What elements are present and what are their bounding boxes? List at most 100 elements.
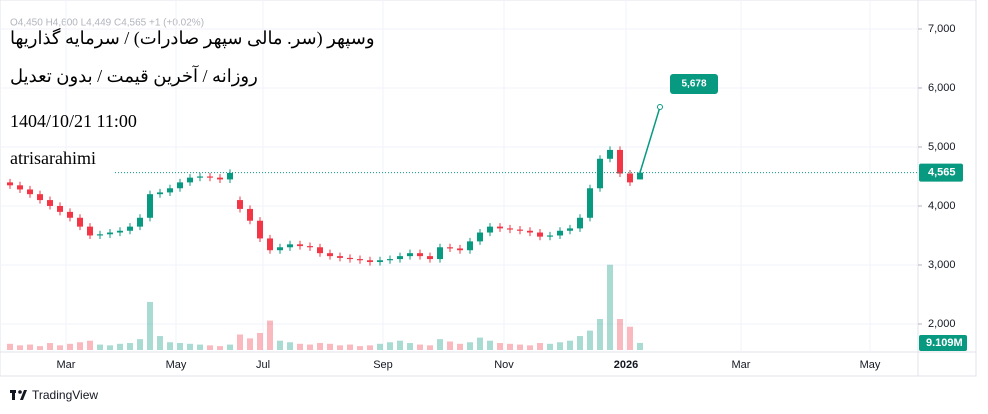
volume-bar (247, 338, 253, 350)
candle-body (557, 230, 563, 236)
candle-body (227, 172, 233, 180)
candle-body (97, 234, 103, 236)
candle-body (507, 228, 513, 230)
candle-body (277, 247, 283, 251)
candle-body (397, 256, 403, 260)
volume-bar (47, 343, 53, 350)
volume-bar (577, 336, 583, 350)
candle-body (527, 230, 533, 233)
volume-bar (227, 344, 233, 350)
volume-bar (207, 345, 213, 350)
x-tick-label: Mar (732, 359, 751, 371)
volume-bar (17, 345, 23, 350)
volume-bar (347, 344, 353, 350)
datetime: 1404/10/21 11:00 (10, 111, 137, 131)
chart-subtitle: روزانه / آخرین قیمت / بدون تعدیل (10, 66, 258, 86)
candle-body (387, 259, 393, 261)
chart-frame (0, 0, 977, 377)
volume-bar (167, 342, 173, 350)
candle-body (167, 188, 173, 193)
volume-bar (547, 343, 553, 350)
candle-body (617, 149, 623, 174)
x-tick-label: 2026 (614, 359, 638, 371)
volume-bar (637, 342, 643, 350)
volume-bar (507, 343, 513, 350)
x-tick-label: May (860, 359, 881, 371)
volume-bar (147, 301, 153, 350)
volume-bar (127, 343, 133, 350)
volume-bar (387, 342, 393, 350)
candle-body (357, 259, 363, 261)
candle-body (417, 253, 423, 257)
candle-body (457, 248, 463, 251)
volume-bar (307, 344, 313, 350)
candle-body (377, 260, 383, 263)
candle-body (607, 149, 613, 159)
candle-body (247, 208, 253, 221)
candle-body (407, 253, 413, 257)
volume-bar (77, 342, 83, 350)
y-tick-label: 7,000 (928, 23, 956, 35)
volume-bar (377, 343, 383, 350)
candle-body (197, 176, 203, 178)
volume-bar (557, 342, 563, 350)
volume-bar (407, 343, 413, 350)
volume-bar (337, 345, 343, 350)
candle-body (577, 217, 583, 229)
candle-body (427, 256, 433, 260)
volume-bar (597, 319, 603, 350)
forecast-line (639, 106, 661, 173)
candle-body (307, 246, 313, 248)
x-tick-label: May (166, 359, 187, 371)
candle-body (127, 226, 133, 231)
candle-body (117, 230, 123, 233)
x-tick-label: Nov (494, 359, 514, 371)
y-tick-label: 6,000 (928, 82, 956, 94)
candle-body (87, 226, 93, 236)
volume-bar (457, 343, 463, 350)
volume-bar (237, 334, 243, 350)
volume-bar (497, 343, 503, 350)
volume-bar (417, 344, 423, 350)
candle-body (27, 189, 33, 195)
candle-body (77, 217, 83, 227)
volume-bar (607, 264, 613, 350)
volume-bar (617, 319, 623, 350)
forecast-tag (670, 73, 718, 94)
volume-bar (397, 340, 403, 350)
volume-bar (67, 343, 73, 350)
candle-body (47, 200, 53, 206)
candle-body (257, 220, 263, 239)
volume-bar (117, 343, 123, 350)
candle-body (587, 188, 593, 218)
y-tick-label: 5,000 (928, 141, 956, 153)
volume-bar (587, 330, 593, 350)
volume-bar (87, 340, 93, 350)
candle-body (217, 177, 223, 180)
candle-body (327, 253, 333, 257)
candle-body (367, 260, 373, 263)
candle-body (107, 232, 113, 235)
y-tick-label: 2,000 (928, 318, 956, 330)
volume-bar (267, 320, 273, 350)
candle-body (137, 217, 143, 227)
x-tick-label: Sep (373, 359, 393, 371)
candle-body (497, 226, 503, 229)
candle-body (267, 238, 273, 251)
volume-bar (7, 343, 13, 350)
brand-logo (10, 390, 27, 400)
candle-body (437, 247, 443, 260)
volume-bar (197, 344, 203, 350)
candle-body (567, 228, 573, 231)
volume-bar (37, 346, 43, 350)
volume-bar (217, 346, 223, 350)
brand-name: TradingView (32, 388, 98, 402)
last-price-label: 4,565 (928, 167, 956, 179)
candle-body (627, 173, 633, 183)
volume-bar (437, 339, 443, 350)
candle-body (317, 247, 323, 254)
volume-bar (467, 342, 473, 350)
candle-body (637, 172, 643, 180)
